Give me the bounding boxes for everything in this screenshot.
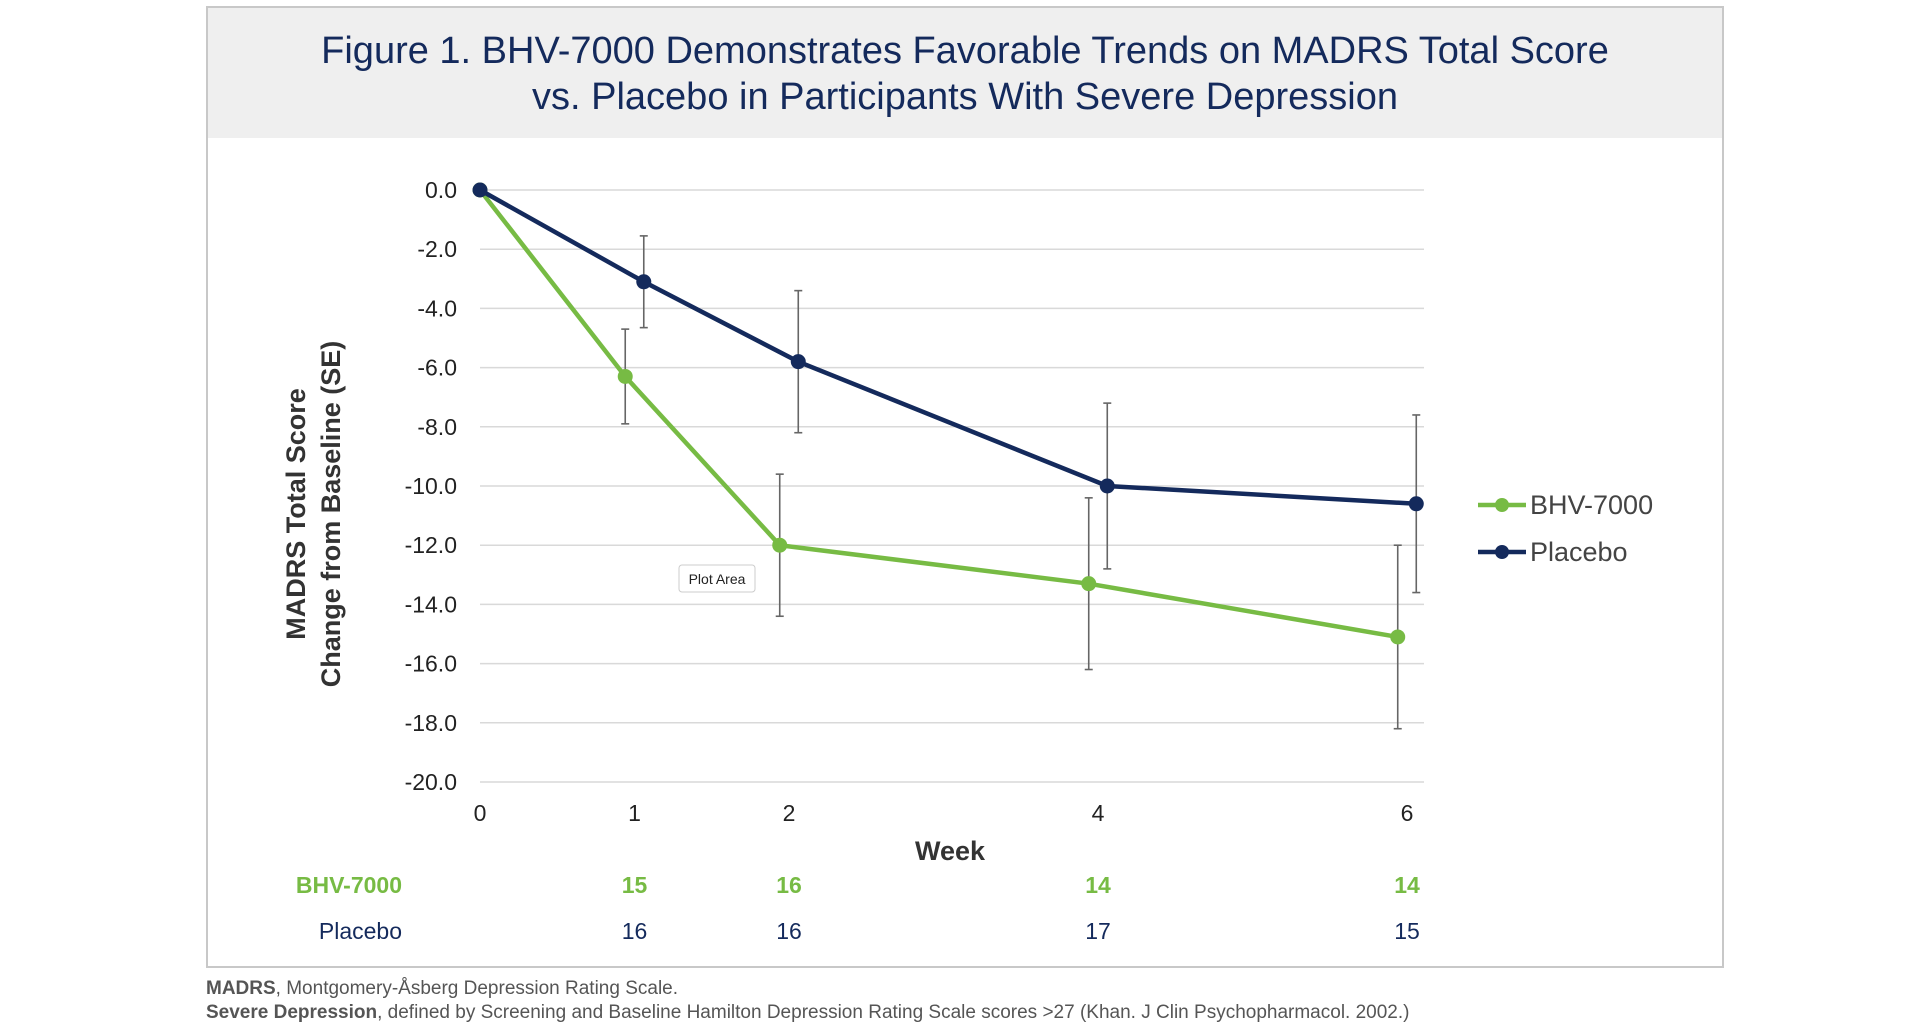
y-tick-label: -2.0 <box>417 236 457 262</box>
plot-area-tooltip <box>678 564 756 593</box>
y-tick-label: -16.0 <box>405 651 457 677</box>
y-tick-label: 0.0 <box>425 177 457 203</box>
series-line-placebo <box>478 188 1417 507</box>
footnote-1-text: , Montgomery-Åsberg Depression Rating Sc… <box>275 978 679 999</box>
y-tick-label: -18.0 <box>405 710 457 736</box>
legend-marker <box>1495 545 1509 559</box>
x-tick-label: 6 <box>1401 800 1414 826</box>
y-tick-label: -6.0 <box>417 355 457 381</box>
y-axis-label: Change from Baseline (SE) <box>316 341 346 688</box>
footnote-2-text: , defined by Screening and Baseline Hami… <box>377 1002 1410 1023</box>
data-point <box>472 182 488 198</box>
footnote-1-term: MADRS <box>206 978 276 999</box>
data-point <box>772 537 788 553</box>
x-tick-label: 0 <box>474 800 487 826</box>
title-bar: Figure 1. BHV-7000 Demonstrates Favorabl… <box>208 8 1722 138</box>
data-point <box>636 274 652 290</box>
n-value: 16 <box>622 918 648 944</box>
footnote-1: MADRS, Montgomery-Åsberg Depression Rati… <box>206 978 678 1000</box>
x-tick-label: 1 <box>628 800 641 826</box>
y-tick-label: -4.0 <box>417 295 457 321</box>
data-point <box>1099 478 1115 494</box>
y-tick-label: -10.0 <box>405 473 457 499</box>
n-value: 16 <box>776 918 802 944</box>
x-tick-label: 4 <box>1092 800 1105 826</box>
y-tick-label: -8.0 <box>417 414 457 440</box>
legend-label: Placebo <box>1530 537 1628 567</box>
footnote-2-term: Severe Depression <box>206 1002 378 1023</box>
footnote-2: Severe Depression, defined by Screening … <box>206 1002 1409 1024</box>
n-row-label: BHV-7000 <box>296 872 402 898</box>
chart-title: Figure 1. BHV-7000 Demonstrates Favorabl… <box>208 28 1722 120</box>
n-value: 16 <box>776 872 802 898</box>
legend-label: BHV-7000 <box>1530 490 1653 520</box>
n-row-label: Placebo <box>319 918 402 944</box>
data-point <box>1081 576 1097 592</box>
data-point <box>790 354 806 370</box>
legend-marker <box>1495 498 1509 512</box>
y-tick-label: -12.0 <box>405 532 457 558</box>
n-value: 17 <box>1085 918 1111 944</box>
data-point <box>1390 629 1406 645</box>
x-axis-label: Week <box>915 836 986 866</box>
y-tick-label: -20.0 <box>405 769 457 795</box>
n-value: 14 <box>1085 872 1111 898</box>
plot-area-tooltip-text: Plot Area <box>689 571 746 587</box>
n-value: 15 <box>622 872 648 898</box>
title-line-2: vs. Placebo in Participants With Severe … <box>532 76 1398 118</box>
y-tick-label: -14.0 <box>405 591 457 617</box>
n-value: 15 <box>1394 918 1420 944</box>
data-point <box>1408 496 1424 512</box>
y-axis-label: MADRS Total Score <box>281 388 311 640</box>
n-value: 14 <box>1394 872 1420 898</box>
x-tick-label: 2 <box>783 800 796 826</box>
title-line-1: Figure 1. BHV-7000 Demonstrates Favorabl… <box>321 30 1609 72</box>
figure-frame: Figure 1. BHV-7000 Demonstrates Favorabl… <box>206 6 1724 968</box>
series-line-bhv-7000 <box>478 188 1399 640</box>
data-point <box>617 368 633 384</box>
